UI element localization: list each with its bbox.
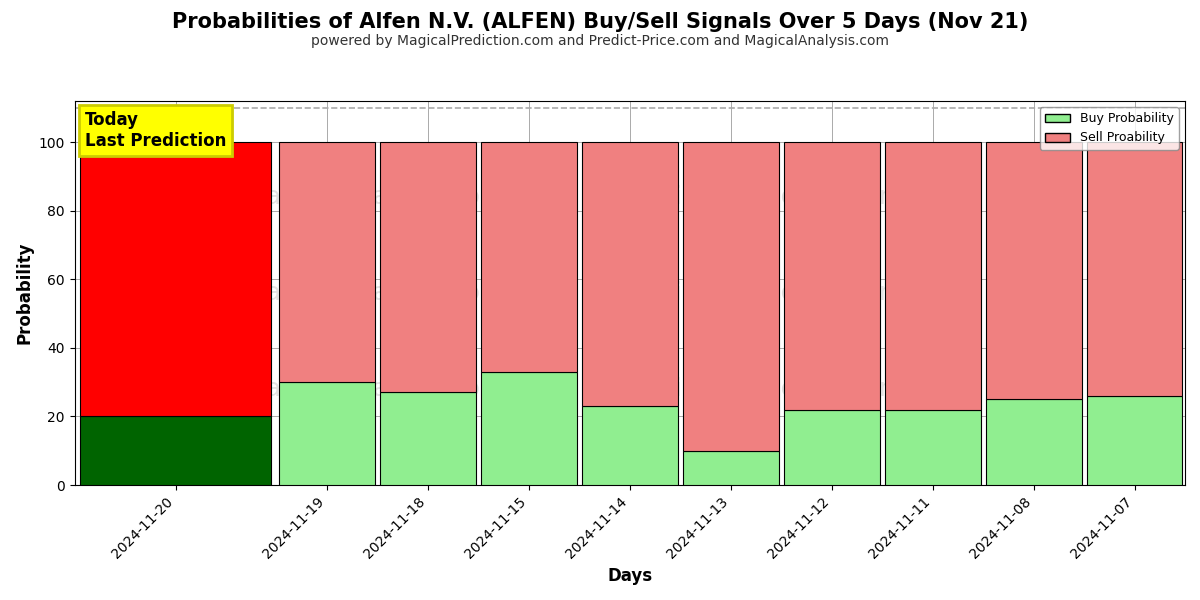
Bar [683,451,779,485]
Bar [582,406,678,485]
Bar [683,142,779,451]
Bar [280,382,374,485]
Legend: Buy Probability, Sell Proability: Buy Probability, Sell Proability [1040,107,1178,149]
Text: MagicalAnalysis.com: MagicalAnalysis.com [245,185,505,209]
Text: powered by MagicalPrediction.com and Predict-Price.com and MagicalAnalysis.com: powered by MagicalPrediction.com and Pre… [311,34,889,48]
Bar [380,142,476,392]
Text: Today
Last Prediction: Today Last Prediction [85,111,226,150]
Bar [784,410,880,485]
Bar [79,416,271,485]
Bar [481,142,577,372]
Text: MagicalAnalysis.com: MagicalAnalysis.com [245,281,505,305]
Bar [1086,142,1182,396]
Bar [79,142,271,416]
Bar [280,142,374,382]
Text: Probabilities of Alfen N.V. (ALFEN) Buy/Sell Signals Over 5 Days (Nov 21): Probabilities of Alfen N.V. (ALFEN) Buy/… [172,12,1028,32]
X-axis label: Days: Days [607,567,653,585]
Text: MagicalAnalysis.com: MagicalAnalysis.com [245,377,505,401]
Bar [481,372,577,485]
Bar [380,392,476,485]
Y-axis label: Probability: Probability [16,242,34,344]
Bar [884,410,980,485]
Text: MagicalPrediction.com: MagicalPrediction.com [623,377,904,401]
Bar [985,142,1081,400]
Bar [985,400,1081,485]
Bar [1086,396,1182,485]
Text: MagicalPrediction.com: MagicalPrediction.com [623,185,904,209]
Bar [582,142,678,406]
Bar [884,142,980,410]
Text: MagicalPrediction.com: MagicalPrediction.com [623,281,904,305]
Bar [784,142,880,410]
